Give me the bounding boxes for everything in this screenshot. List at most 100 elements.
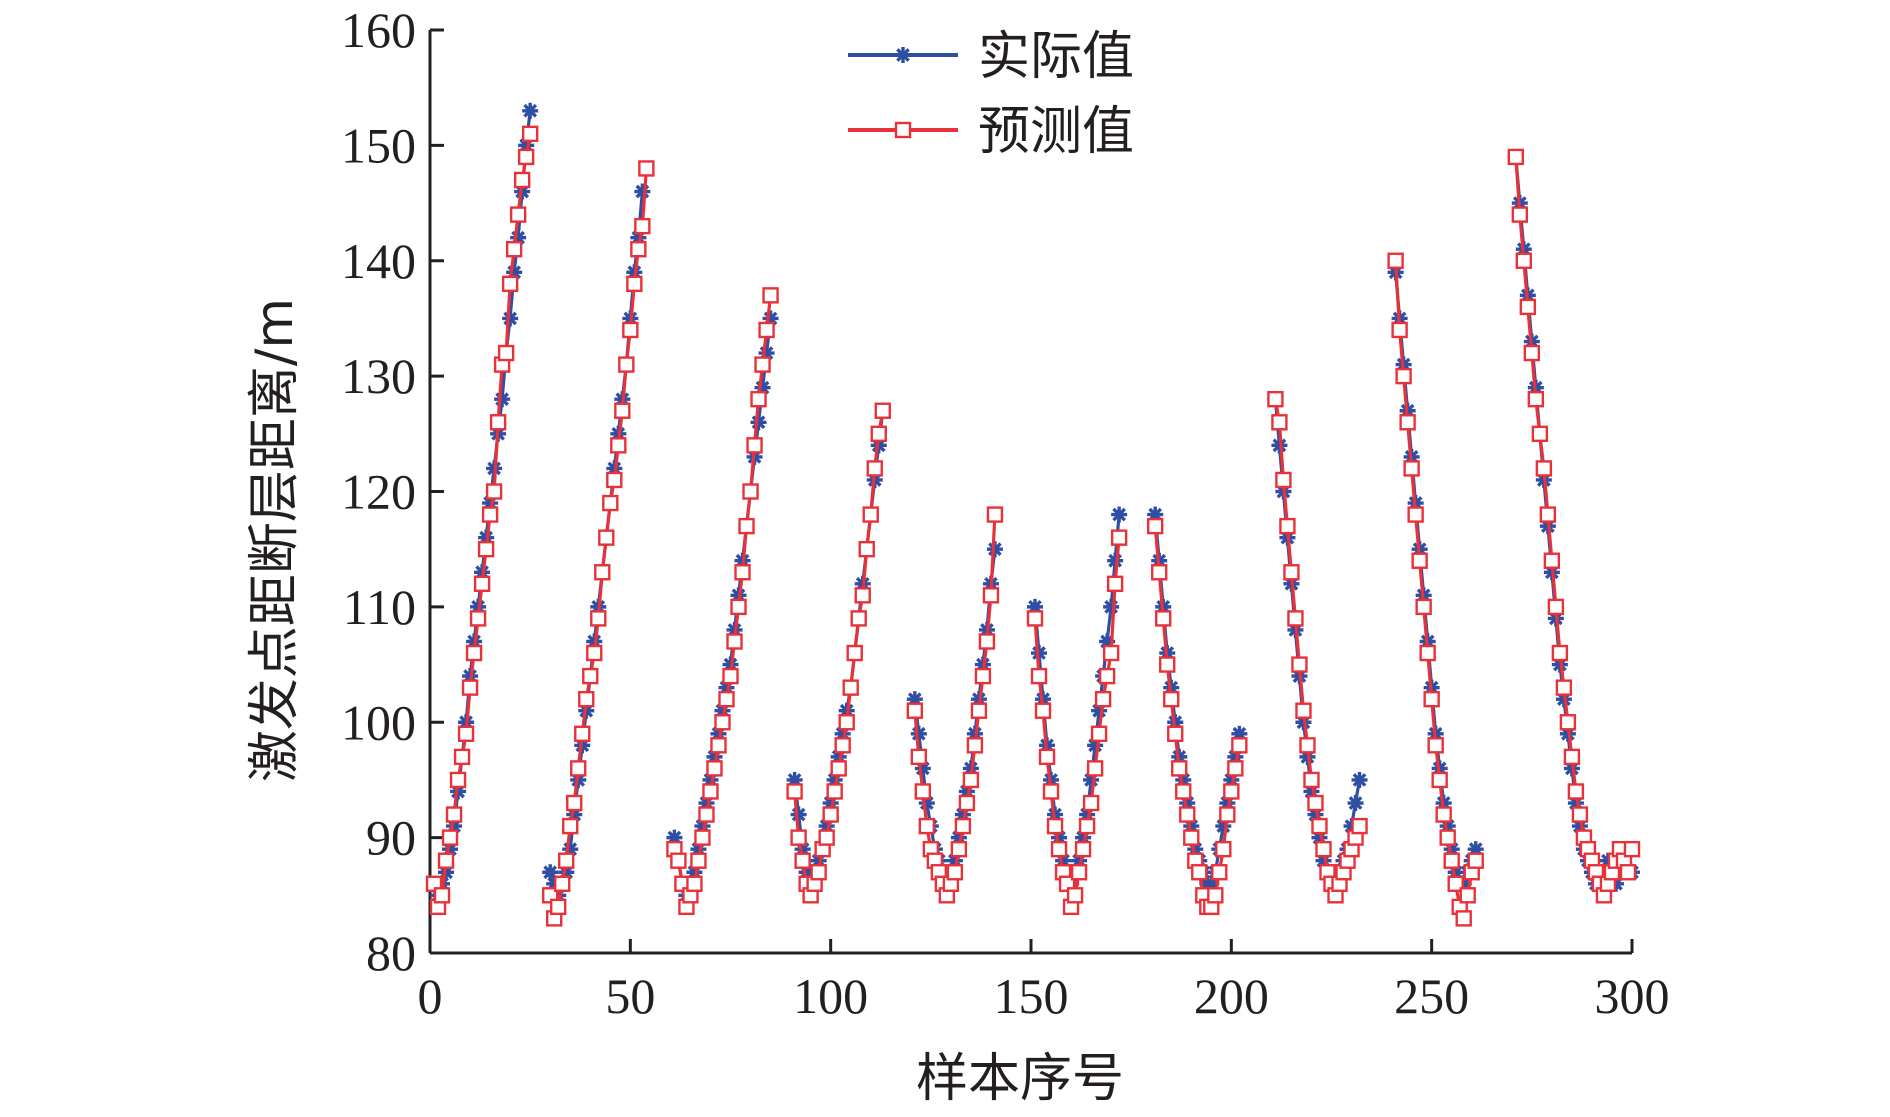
data-point-square — [1527, 391, 1545, 408]
data-point-square — [870, 425, 887, 443]
x-tick-label: 250 — [1394, 968, 1469, 1024]
data-point-square — [734, 564, 751, 581]
y-tick-label: 130 — [341, 348, 416, 404]
data-point-square — [1623, 840, 1641, 858]
data-point-asterisk-stroke — [1348, 796, 1363, 810]
data-point-square — [954, 817, 972, 835]
data-point-square — [461, 679, 479, 696]
data-point-asterisk — [502, 310, 519, 327]
data-point-square — [834, 737, 851, 754]
data-point-square — [469, 610, 487, 627]
data-point-square — [874, 402, 891, 419]
data-point-square — [433, 887, 451, 904]
data-point-square — [1171, 760, 1188, 777]
data-point-square — [1391, 321, 1408, 339]
data-point-square — [614, 402, 631, 419]
data-point-square — [1423, 690, 1440, 708]
data-point-square — [449, 771, 467, 789]
data-point-square — [481, 506, 499, 523]
data-point-asterisk — [1031, 645, 1048, 662]
data-point-square — [1030, 667, 1048, 685]
data-point-square — [690, 852, 707, 869]
data-point-square — [670, 852, 687, 869]
data-point-square — [1046, 817, 1064, 835]
data-point-square — [914, 783, 932, 800]
series-layer — [425, 102, 1641, 927]
data-point-square — [1151, 564, 1168, 581]
data-point-square — [1459, 887, 1476, 904]
data-point-square — [950, 840, 968, 858]
data-point-square — [1567, 783, 1585, 800]
data-point-square — [978, 633, 996, 650]
data-point-asterisk-stroke — [911, 726, 926, 741]
data-point-square — [1431, 771, 1448, 789]
data-point-square — [1311, 817, 1328, 835]
y-axis-title: 激发点距断层距离/m — [245, 298, 305, 782]
data-point-square — [718, 690, 735, 708]
data-point-square — [558, 852, 575, 869]
data-point-square — [974, 667, 992, 685]
data-point-square — [562, 817, 579, 835]
data-point-asterisk — [986, 541, 1003, 558]
data-point-square — [838, 714, 855, 731]
data-point-square — [786, 783, 803, 800]
data-point-square — [634, 217, 651, 235]
x-axis-title: 样本序号 — [916, 1049, 1124, 1109]
data-point-square — [497, 344, 515, 362]
data-point-square — [1271, 414, 1288, 431]
legend-marker-actual-icon — [895, 47, 911, 63]
data-point-square — [850, 610, 867, 627]
data-point-square — [742, 483, 759, 500]
data-point-square — [694, 829, 711, 846]
series-predicted — [425, 125, 1641, 927]
data-point-square — [1515, 252, 1533, 269]
data-point-square — [618, 356, 635, 373]
data-point-square — [1467, 852, 1484, 869]
data-point-square — [1307, 794, 1324, 812]
data-point-square — [586, 644, 603, 662]
data-point-asterisk-stroke — [1032, 646, 1046, 660]
data-point-square — [762, 287, 779, 304]
y-tick-label: 110 — [343, 579, 416, 635]
data-point-square — [1231, 737, 1248, 754]
legend-point-stroke — [896, 48, 910, 62]
data-point-square — [1531, 425, 1549, 443]
data-point-square — [1042, 783, 1060, 800]
data-point-square — [982, 587, 1000, 604]
data-point-square — [726, 633, 743, 650]
x-tick-label: 0 — [418, 968, 443, 1024]
data-point-square — [1034, 702, 1052, 719]
data-point-square — [1026, 610, 1044, 627]
data-point-square — [1511, 206, 1529, 223]
data-point-square — [1167, 725, 1184, 742]
data-point-square — [1559, 714, 1577, 731]
data-point-square — [1435, 806, 1452, 823]
data-point-square — [521, 125, 539, 143]
data-point-square — [485, 483, 503, 500]
data-point-square — [1283, 564, 1300, 581]
data-point-square — [638, 160, 655, 177]
data-point-square — [706, 760, 723, 777]
data-point-square — [1419, 644, 1436, 662]
data-point-square — [818, 829, 835, 846]
legend-label-actual: 实际值 — [978, 27, 1134, 87]
data-point-square — [1110, 529, 1128, 546]
data-point-square — [1523, 344, 1541, 362]
data-point-square — [517, 148, 535, 166]
data-point-square — [602, 494, 619, 512]
data-point-square — [854, 587, 871, 604]
data-point-square — [738, 517, 755, 535]
data-point-square — [1215, 840, 1232, 858]
data-point-asterisk — [1351, 771, 1368, 788]
data-point-square — [810, 864, 827, 881]
data-point-square — [1507, 148, 1525, 166]
data-point-square — [1155, 610, 1172, 627]
x-tick-label: 150 — [994, 968, 1069, 1024]
data-point-square — [554, 875, 571, 892]
data-point-square — [1519, 298, 1537, 316]
data-point-square — [457, 725, 475, 742]
x-tick-label: 100 — [793, 968, 868, 1024]
data-point-asterisk — [1347, 795, 1364, 812]
data-point-square — [906, 702, 924, 719]
